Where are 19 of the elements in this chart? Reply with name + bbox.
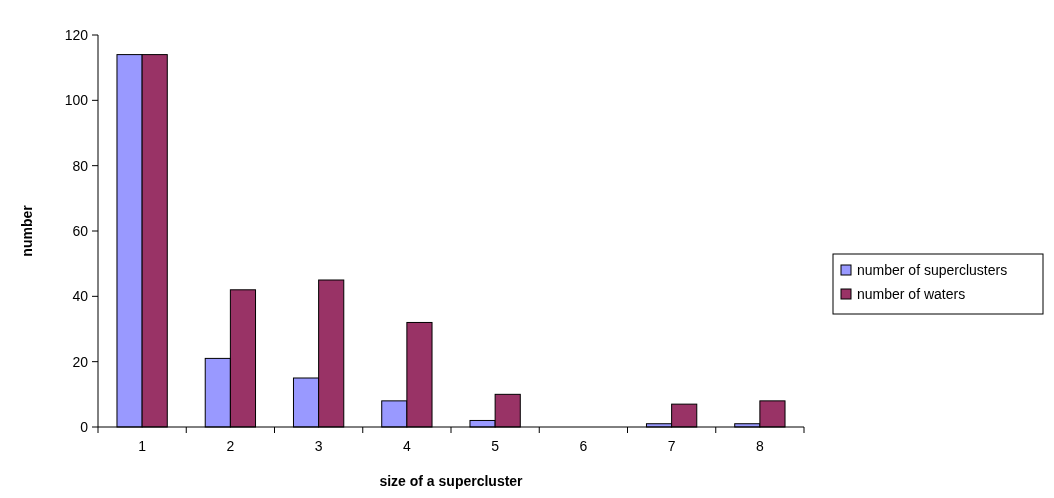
legend-label: number of waters (857, 285, 966, 302)
legend-label: number of superclusters (857, 261, 1008, 278)
x-tick-label: 4 (402, 438, 411, 454)
y-tick-label: 80 (72, 157, 89, 174)
x-tick-label: 3 (314, 438, 323, 454)
y-tick-label: 120 (64, 26, 89, 43)
x-tick-label: 6 (579, 438, 588, 454)
y-axis-title: number (19, 204, 35, 257)
x-tick-label: 2 (226, 438, 235, 454)
y-tick-label: 0 (80, 418, 89, 435)
x-axis-title: size of a supercluster (379, 473, 524, 489)
x-tick-label: 5 (491, 438, 500, 454)
y-tick-label: 60 (72, 222, 89, 239)
y-tick-label: 40 (72, 288, 89, 305)
y-tick-label: 20 (72, 353, 89, 370)
x-tick-label: 1 (138, 438, 147, 454)
x-tick-label: 7 (667, 438, 676, 454)
y-tick-label: 100 (64, 92, 89, 109)
x-tick-label: 8 (755, 438, 764, 454)
